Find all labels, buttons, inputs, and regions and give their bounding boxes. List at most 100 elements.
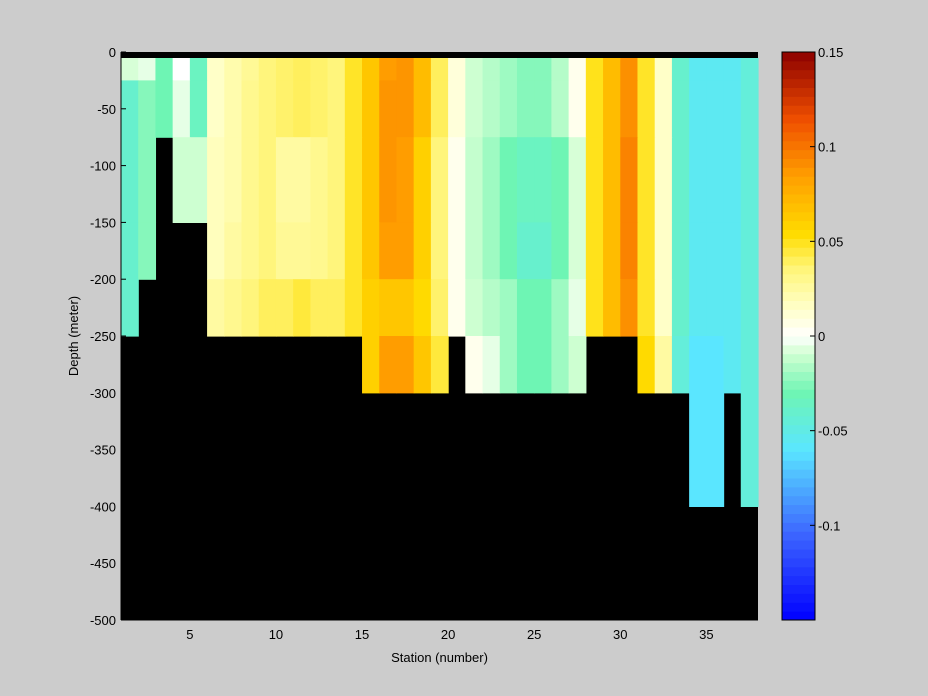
heatmap-cell (396, 222, 415, 280)
colorbar-segment (782, 202, 815, 213)
colorbar-segment (782, 105, 815, 115)
colorbar-segment (782, 504, 815, 514)
heatmap-cell (275, 80, 294, 138)
heatmap-cell (689, 392, 707, 507)
colorbar-segment (782, 460, 815, 470)
heatmap-cell (327, 80, 346, 138)
heatmap-cell (706, 58, 725, 81)
heatmap-cell (344, 80, 363, 138)
heatmap-cell (620, 58, 639, 81)
heatmap-cell (207, 58, 225, 81)
heatmap-cell (310, 222, 329, 280)
heatmap-cell (293, 279, 311, 337)
heatmap-cell (551, 80, 570, 138)
heatmap-cell (465, 137, 484, 223)
colorbar-segment (782, 442, 815, 452)
y-tick-label: -200 (90, 272, 116, 287)
heatmap-cell (293, 137, 311, 223)
heatmap-cell (362, 137, 380, 223)
y-tick-label: -50 (97, 102, 116, 117)
heatmap-cell (327, 137, 346, 223)
colorbar-segment (782, 167, 815, 177)
heatmap-cell (551, 137, 570, 223)
colorbar-segment (782, 273, 815, 284)
heatmap-cell (534, 222, 553, 280)
heatmap-cell (275, 58, 294, 81)
heatmap-cell (362, 336, 380, 394)
colorbar-segment (782, 149, 815, 159)
heatmap-cell (499, 80, 518, 138)
colorbar-segment (782, 513, 815, 523)
colorbar: 0.15 0.1 0.05 0 -0.05 -0.1 (781, 45, 848, 621)
heatmap-cell (293, 58, 311, 81)
heatmap-cell (671, 58, 690, 81)
heatmap-cell (448, 58, 466, 81)
colorbar-segment (782, 433, 815, 443)
x-tick-label: 30 (613, 627, 627, 642)
heatmap-cell (121, 222, 139, 280)
heatmap-cell (362, 58, 380, 81)
heatmap-cell (585, 279, 604, 337)
heatmap-cell (706, 336, 725, 394)
heatmap-cell (740, 222, 759, 280)
heatmap-cell (723, 222, 742, 280)
heatmap-cell (121, 279, 139, 337)
y-axis: 0 -50 -100 -150 -200 -250 -300 -350 -400 -450 -500 (90, 45, 126, 628)
colorbar-segment (782, 389, 815, 399)
heatmap-cell (706, 222, 725, 280)
heatmap-cell (482, 336, 501, 394)
colorbar-segment (782, 291, 815, 301)
heatmap-cell (379, 137, 398, 223)
heatmap-cell (723, 336, 742, 394)
heatmap-cell (465, 80, 484, 138)
heatmap-cell (293, 80, 311, 138)
heatmap-cell (310, 58, 329, 81)
colorbar-segment (782, 247, 815, 257)
heatmap-cell (379, 222, 398, 280)
heatmap-cell (568, 222, 587, 280)
colorbar-segment (782, 380, 815, 390)
heatmap-cell (224, 80, 243, 138)
heatmap-cell (448, 137, 466, 223)
heatmap-cell (172, 80, 191, 138)
heatmap-cell (534, 336, 553, 394)
x-axis: 5 10 15 20 25 30 35 (121, 615, 758, 642)
colorbar-segment (782, 362, 815, 372)
colorbar-segment (782, 531, 815, 541)
heatmap-cell (499, 58, 518, 81)
heatmap-cell (706, 392, 725, 507)
heatmap-cell (362, 279, 380, 337)
colorbar-segment (782, 566, 815, 577)
colorbar-segment (782, 185, 815, 195)
heatmap-cell (654, 58, 673, 81)
heatmap-cell (465, 279, 484, 337)
heatmap-cell (224, 279, 243, 337)
colorbar-segment (782, 114, 815, 124)
heatmap-cell (362, 222, 380, 280)
heatmap-cell (499, 137, 518, 223)
heatmap-cell (189, 137, 208, 223)
heatmap-cell (516, 222, 535, 280)
y-tick-label: -500 (90, 613, 116, 628)
heatmap-cell (121, 80, 139, 138)
heatmap-cell (413, 279, 432, 337)
heatmap-cell (568, 80, 587, 138)
colorbar-segment (782, 52, 815, 62)
colorbar-segment (782, 557, 815, 568)
heatmap-cell (568, 137, 587, 223)
colorbar-tick-label: -0.05 (818, 424, 848, 439)
heatmap-cell (568, 336, 587, 394)
heatmap-cell (551, 279, 570, 337)
heatmap-cell (723, 279, 742, 337)
colorbar-segment (782, 256, 815, 266)
heatmap-cell (534, 80, 553, 138)
heatmap-cell (258, 279, 277, 337)
heatmap-cell (121, 58, 139, 81)
heatmap-cell (430, 336, 449, 394)
colorbar-segment (782, 451, 815, 461)
heatmap-cell (465, 58, 484, 81)
colorbar-segment (782, 282, 815, 293)
heatmap-cell (379, 336, 398, 394)
heatmap-cell (654, 336, 673, 394)
heatmap-cell (499, 279, 518, 337)
